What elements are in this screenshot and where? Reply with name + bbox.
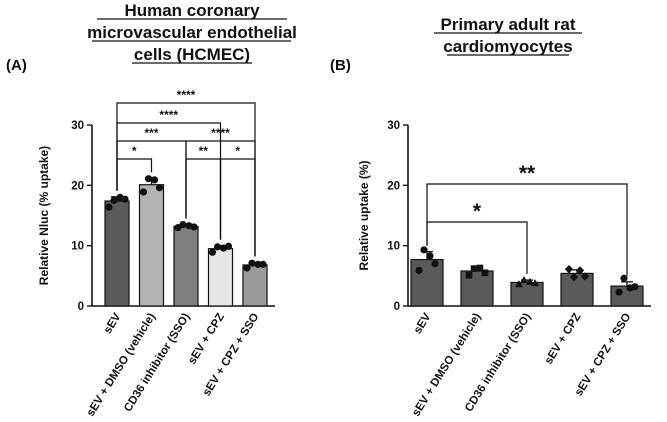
bar-4 (207, 248, 234, 307)
y-tick-label: 0 (394, 301, 400, 313)
y-axis-label: Relative Nluc (% uptake) (37, 146, 51, 285)
data-point (179, 220, 187, 229)
significance-label: * (132, 144, 137, 158)
data-point (569, 272, 579, 282)
panel-a-label: (A) (6, 57, 27, 74)
bar-1 (104, 200, 130, 307)
significance-label: * (235, 144, 240, 158)
significance-bracket (426, 183, 628, 276)
data-point (526, 277, 534, 285)
data-point (481, 269, 489, 277)
data-point (190, 223, 198, 231)
data-point (139, 188, 148, 196)
bar-4 (560, 272, 594, 307)
panel-b-title-line-2: cardiomyocytes (443, 37, 572, 56)
panel-a-title-line-3: cells (HCMEC) (134, 45, 250, 64)
data-point (515, 280, 523, 288)
data-point (426, 252, 434, 260)
data-point (248, 259, 256, 267)
bar-5 (242, 264, 268, 307)
data-point (520, 276, 528, 284)
data-point (615, 288, 623, 296)
data-point (144, 175, 153, 183)
significance-label: * (473, 200, 482, 223)
data-point (420, 246, 428, 254)
x-tick-label: sEV + CPZ (543, 311, 584, 366)
data-point (121, 195, 129, 203)
bar-3 (173, 225, 199, 307)
data-point (476, 264, 484, 272)
y-axis-label: Relative uptake (%) (357, 160, 371, 270)
panel-b-label: (B) (330, 57, 351, 74)
y-tick-label: 10 (71, 241, 84, 253)
x-tick-label: sEV + CPZ + SSO (573, 311, 634, 398)
data-point (431, 260, 439, 268)
data-point (155, 184, 164, 192)
data-point (213, 243, 222, 251)
panel-a-title: Human coronary microvascular endothelial… (87, 1, 297, 64)
data-point (243, 264, 251, 272)
data-point (620, 274, 628, 282)
x-tick-label: CD36 inhibitor (SSO) (122, 311, 193, 414)
y-tick-label: 20 (387, 180, 400, 192)
significance-label: ** (199, 144, 209, 158)
data-point (531, 279, 539, 287)
bar-2 (138, 184, 165, 307)
data-point (470, 265, 478, 272)
y-tick-label: 30 (71, 120, 84, 132)
y-tick-label: 0 (78, 301, 84, 313)
data-point (208, 248, 217, 256)
data-point (259, 260, 267, 268)
panel-b-title-line-1: Primary adult rat (440, 15, 575, 34)
significance-label: **** (159, 108, 178, 122)
data-point (415, 266, 423, 275)
data-point (465, 271, 473, 279)
x-tick-label: sEV + DMSO (vehicle) (85, 311, 158, 419)
x-tick-label: sEV (412, 311, 434, 336)
data-point (575, 266, 585, 275)
y-tick-label: 20 (71, 180, 84, 192)
data-point (564, 264, 574, 274)
y-tick-label: 10 (387, 241, 400, 253)
significance-label: **** (177, 88, 196, 102)
y-tick-label: 30 (387, 120, 400, 132)
significance-label: **** (211, 126, 230, 140)
significance-label: ** (519, 162, 536, 185)
x-tick-label: sEV (102, 311, 124, 336)
data-point (150, 176, 159, 184)
data-point (224, 242, 233, 250)
panel-b-title: Primary adult rat cardiomyocytes (434, 15, 582, 56)
panel-a-title-line-1: Human coronary (124, 1, 260, 20)
panel-a-title-line-2: microvascular endothelial (87, 23, 297, 42)
data-point (110, 196, 118, 205)
significance-bracket (219, 158, 256, 257)
data-point (631, 283, 639, 291)
data-point (254, 260, 262, 268)
bar-1 (410, 258, 444, 307)
data-point (580, 272, 590, 281)
significance-label: *** (144, 126, 158, 140)
data-point (105, 203, 113, 211)
